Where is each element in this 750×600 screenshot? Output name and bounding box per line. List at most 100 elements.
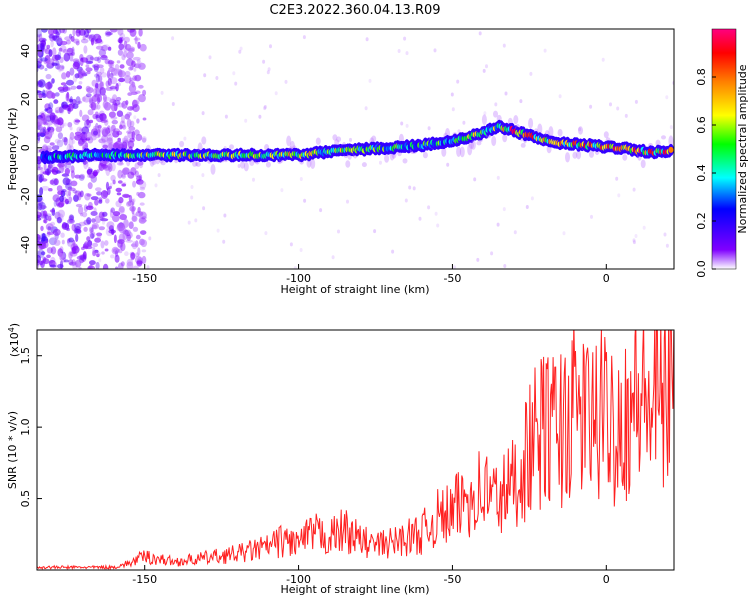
noise-speckle bbox=[337, 229, 340, 234]
noise-speckle bbox=[45, 119, 53, 126]
noise-speckle bbox=[117, 102, 125, 108]
noise-speckle bbox=[79, 173, 85, 180]
noise-speckle bbox=[48, 237, 57, 246]
noise-speckle bbox=[128, 221, 134, 229]
noise-speckle bbox=[117, 162, 124, 166]
noise-speckle bbox=[55, 170, 61, 174]
noise-speckle bbox=[476, 257, 480, 262]
spectrogram-frame bbox=[36, 28, 675, 270]
noise-speckle bbox=[95, 261, 100, 269]
noise-speckle bbox=[41, 93, 47, 98]
noise-speckle bbox=[131, 213, 137, 222]
noise-speckle bbox=[46, 90, 54, 99]
noise-speckle bbox=[42, 258, 50, 265]
noise-speckle bbox=[264, 231, 268, 236]
noise-speckle bbox=[74, 223, 82, 230]
noise-speckle bbox=[134, 170, 139, 178]
noise-speckle bbox=[127, 140, 135, 149]
spectrogram-x-ticks: -150 -100 -50 0 bbox=[132, 264, 610, 285]
noise-speckle bbox=[74, 134, 82, 141]
noise-speckle bbox=[68, 261, 77, 266]
noise-speckle bbox=[90, 196, 99, 201]
noise-speckle bbox=[132, 56, 141, 61]
y-tick-label: 40 bbox=[19, 44, 32, 58]
noise-speckle bbox=[578, 127, 582, 132]
noise-speckle bbox=[65, 178, 72, 186]
noise-speckle bbox=[98, 138, 106, 144]
noise-speckle bbox=[121, 169, 128, 175]
noise-speckle bbox=[37, 160, 41, 165]
colorbar-tick-label: 0.4 bbox=[695, 164, 708, 182]
noise-speckle bbox=[80, 190, 84, 198]
noise-speckle bbox=[60, 82, 67, 86]
noise-speckle bbox=[48, 102, 54, 110]
noise-speckle bbox=[102, 263, 109, 269]
x-tick-label: -100 bbox=[286, 573, 311, 586]
noise-speckle bbox=[113, 68, 120, 76]
noise-speckle bbox=[116, 96, 122, 102]
ridge-halo bbox=[371, 135, 377, 143]
noise-speckle bbox=[504, 91, 508, 96]
x-tick-label: -150 bbox=[132, 573, 157, 586]
noise-speckle bbox=[269, 44, 272, 49]
noise-speckle bbox=[107, 143, 114, 151]
noise-speckle bbox=[60, 232, 65, 238]
noise-speckle bbox=[562, 231, 566, 236]
x-tick-label: -100 bbox=[286, 272, 311, 285]
ridge-halo bbox=[459, 146, 465, 158]
noise-speckle bbox=[37, 233, 41, 243]
noise-speckle bbox=[83, 226, 88, 232]
noise-speckle bbox=[69, 214, 75, 221]
noise-speckle bbox=[39, 40, 46, 46]
noise-speckle bbox=[58, 68, 62, 73]
noise-speckle bbox=[85, 66, 89, 71]
noise-speckle bbox=[127, 92, 133, 96]
snr-y-ticks: 0.5 1.0 1.5 bbox=[19, 347, 42, 507]
noise-speckle bbox=[134, 35, 138, 45]
noise-speckle bbox=[139, 180, 147, 189]
noise-speckle bbox=[100, 240, 105, 249]
noise-speckle bbox=[49, 112, 56, 121]
noise-speckle bbox=[109, 127, 112, 132]
noise-speckle bbox=[98, 258, 102, 263]
ridge-halo bbox=[179, 140, 185, 148]
noise-speckle bbox=[373, 229, 377, 234]
noise-speckle bbox=[434, 211, 438, 216]
noise-speckle bbox=[482, 68, 486, 73]
noise-speckle bbox=[38, 93, 43, 99]
noise-speckle bbox=[114, 140, 123, 150]
noise-speckle bbox=[93, 88, 98, 96]
noise-speckle bbox=[100, 190, 108, 199]
noise-speckle bbox=[451, 107, 455, 112]
noise-speckle bbox=[74, 174, 81, 179]
noise-speckle bbox=[96, 191, 103, 196]
noise-speckle bbox=[108, 185, 112, 189]
noise-speckle bbox=[94, 199, 99, 206]
noise-speckle bbox=[61, 65, 65, 69]
noise-speckle bbox=[137, 191, 146, 199]
noise-speckle bbox=[72, 29, 76, 37]
noise-speckle bbox=[65, 71, 71, 78]
noise-speckle bbox=[62, 136, 68, 143]
noise-speckle bbox=[331, 255, 335, 260]
noise-speckle bbox=[138, 62, 146, 70]
noise-speckle bbox=[72, 74, 78, 83]
noise-speckle bbox=[138, 29, 143, 37]
noise-speckle bbox=[44, 214, 49, 221]
noise-speckle bbox=[120, 261, 125, 267]
noise-speckle bbox=[128, 66, 134, 71]
noise-speckle bbox=[543, 48, 547, 53]
noise-speckle bbox=[73, 194, 79, 202]
noise-speckle bbox=[134, 162, 140, 170]
noise-speckle bbox=[154, 183, 158, 188]
noise-speckle bbox=[63, 104, 67, 111]
noise-speckle bbox=[183, 136, 187, 141]
noise-speckle bbox=[109, 209, 114, 218]
noise-speckle bbox=[93, 65, 99, 72]
noise-speckle bbox=[95, 114, 100, 119]
noise-speckle bbox=[69, 67, 75, 76]
noise-speckle bbox=[391, 249, 395, 254]
noise-speckle bbox=[68, 259, 74, 266]
noise-speckle bbox=[79, 54, 84, 61]
spectrogram-marks bbox=[37, 29, 674, 269]
